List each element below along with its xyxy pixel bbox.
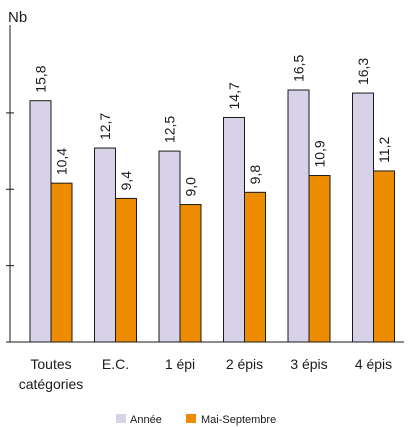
bar-value-label: 16,3	[355, 58, 371, 85]
bar-annee	[94, 147, 116, 343]
bar-mai-septembre	[50, 182, 73, 343]
bar-value-label: 9,8	[247, 165, 263, 185]
x-category-label: 1 épi	[165, 356, 195, 372]
bars-layer	[29, 89, 395, 343]
bar-mai-septembre	[308, 175, 331, 343]
x-category-label: Toutes	[30, 356, 71, 372]
bar-value-label: 10,4	[54, 148, 70, 175]
bar-mai-septembre	[179, 204, 202, 343]
x-category-label: 3 épis	[290, 356, 327, 372]
legend-swatch	[116, 414, 126, 423]
bar-annee	[352, 92, 374, 343]
x-category-label: 4 épis	[355, 356, 392, 372]
bar-value-label: 11,2	[376, 137, 392, 163]
bar-value-label: 15,8	[33, 65, 49, 92]
legend-label: Mai-Septembre	[201, 414, 276, 426]
bar-mai-septembre	[244, 191, 266, 343]
bar-annee	[29, 100, 52, 343]
bar-mai-septembre	[373, 170, 395, 343]
bar-value-label: 10,9	[312, 140, 328, 167]
legend-label: Année	[130, 414, 162, 426]
axis-layer	[6, 25, 404, 343]
bar-value-label: 9,0	[183, 177, 199, 197]
legend: Année Mai-Septembre	[116, 414, 276, 426]
bar-annee	[158, 150, 181, 343]
bar-mai-septembre	[115, 197, 137, 343]
x-category-label: 2 épis	[226, 356, 263, 372]
bar-annee	[223, 116, 245, 343]
bar-annee	[287, 89, 310, 343]
bar-value-label: 9,4	[118, 171, 134, 191]
x-category-label: catégories	[19, 376, 84, 392]
x-category-label: E.C.	[102, 356, 129, 372]
bar-value-label: 16,5	[291, 55, 307, 82]
value-labels-layer: 15,8 12,7 12,5 14,7 16,5 16,3 10,4 9,4 9,0 9,8 10,…	[33, 55, 393, 197]
bar-value-label: 14,7	[226, 82, 242, 109]
category-labels-layer: Toutes catégories E.C. 1 épi 2 épis 3 épis 4 é…	[19, 356, 392, 392]
bar-value-label: 12,7	[97, 113, 113, 140]
bar-value-label: 12,5	[162, 116, 178, 143]
y-axis-label: Nb	[8, 9, 27, 26]
legend-swatch	[186, 414, 196, 423]
